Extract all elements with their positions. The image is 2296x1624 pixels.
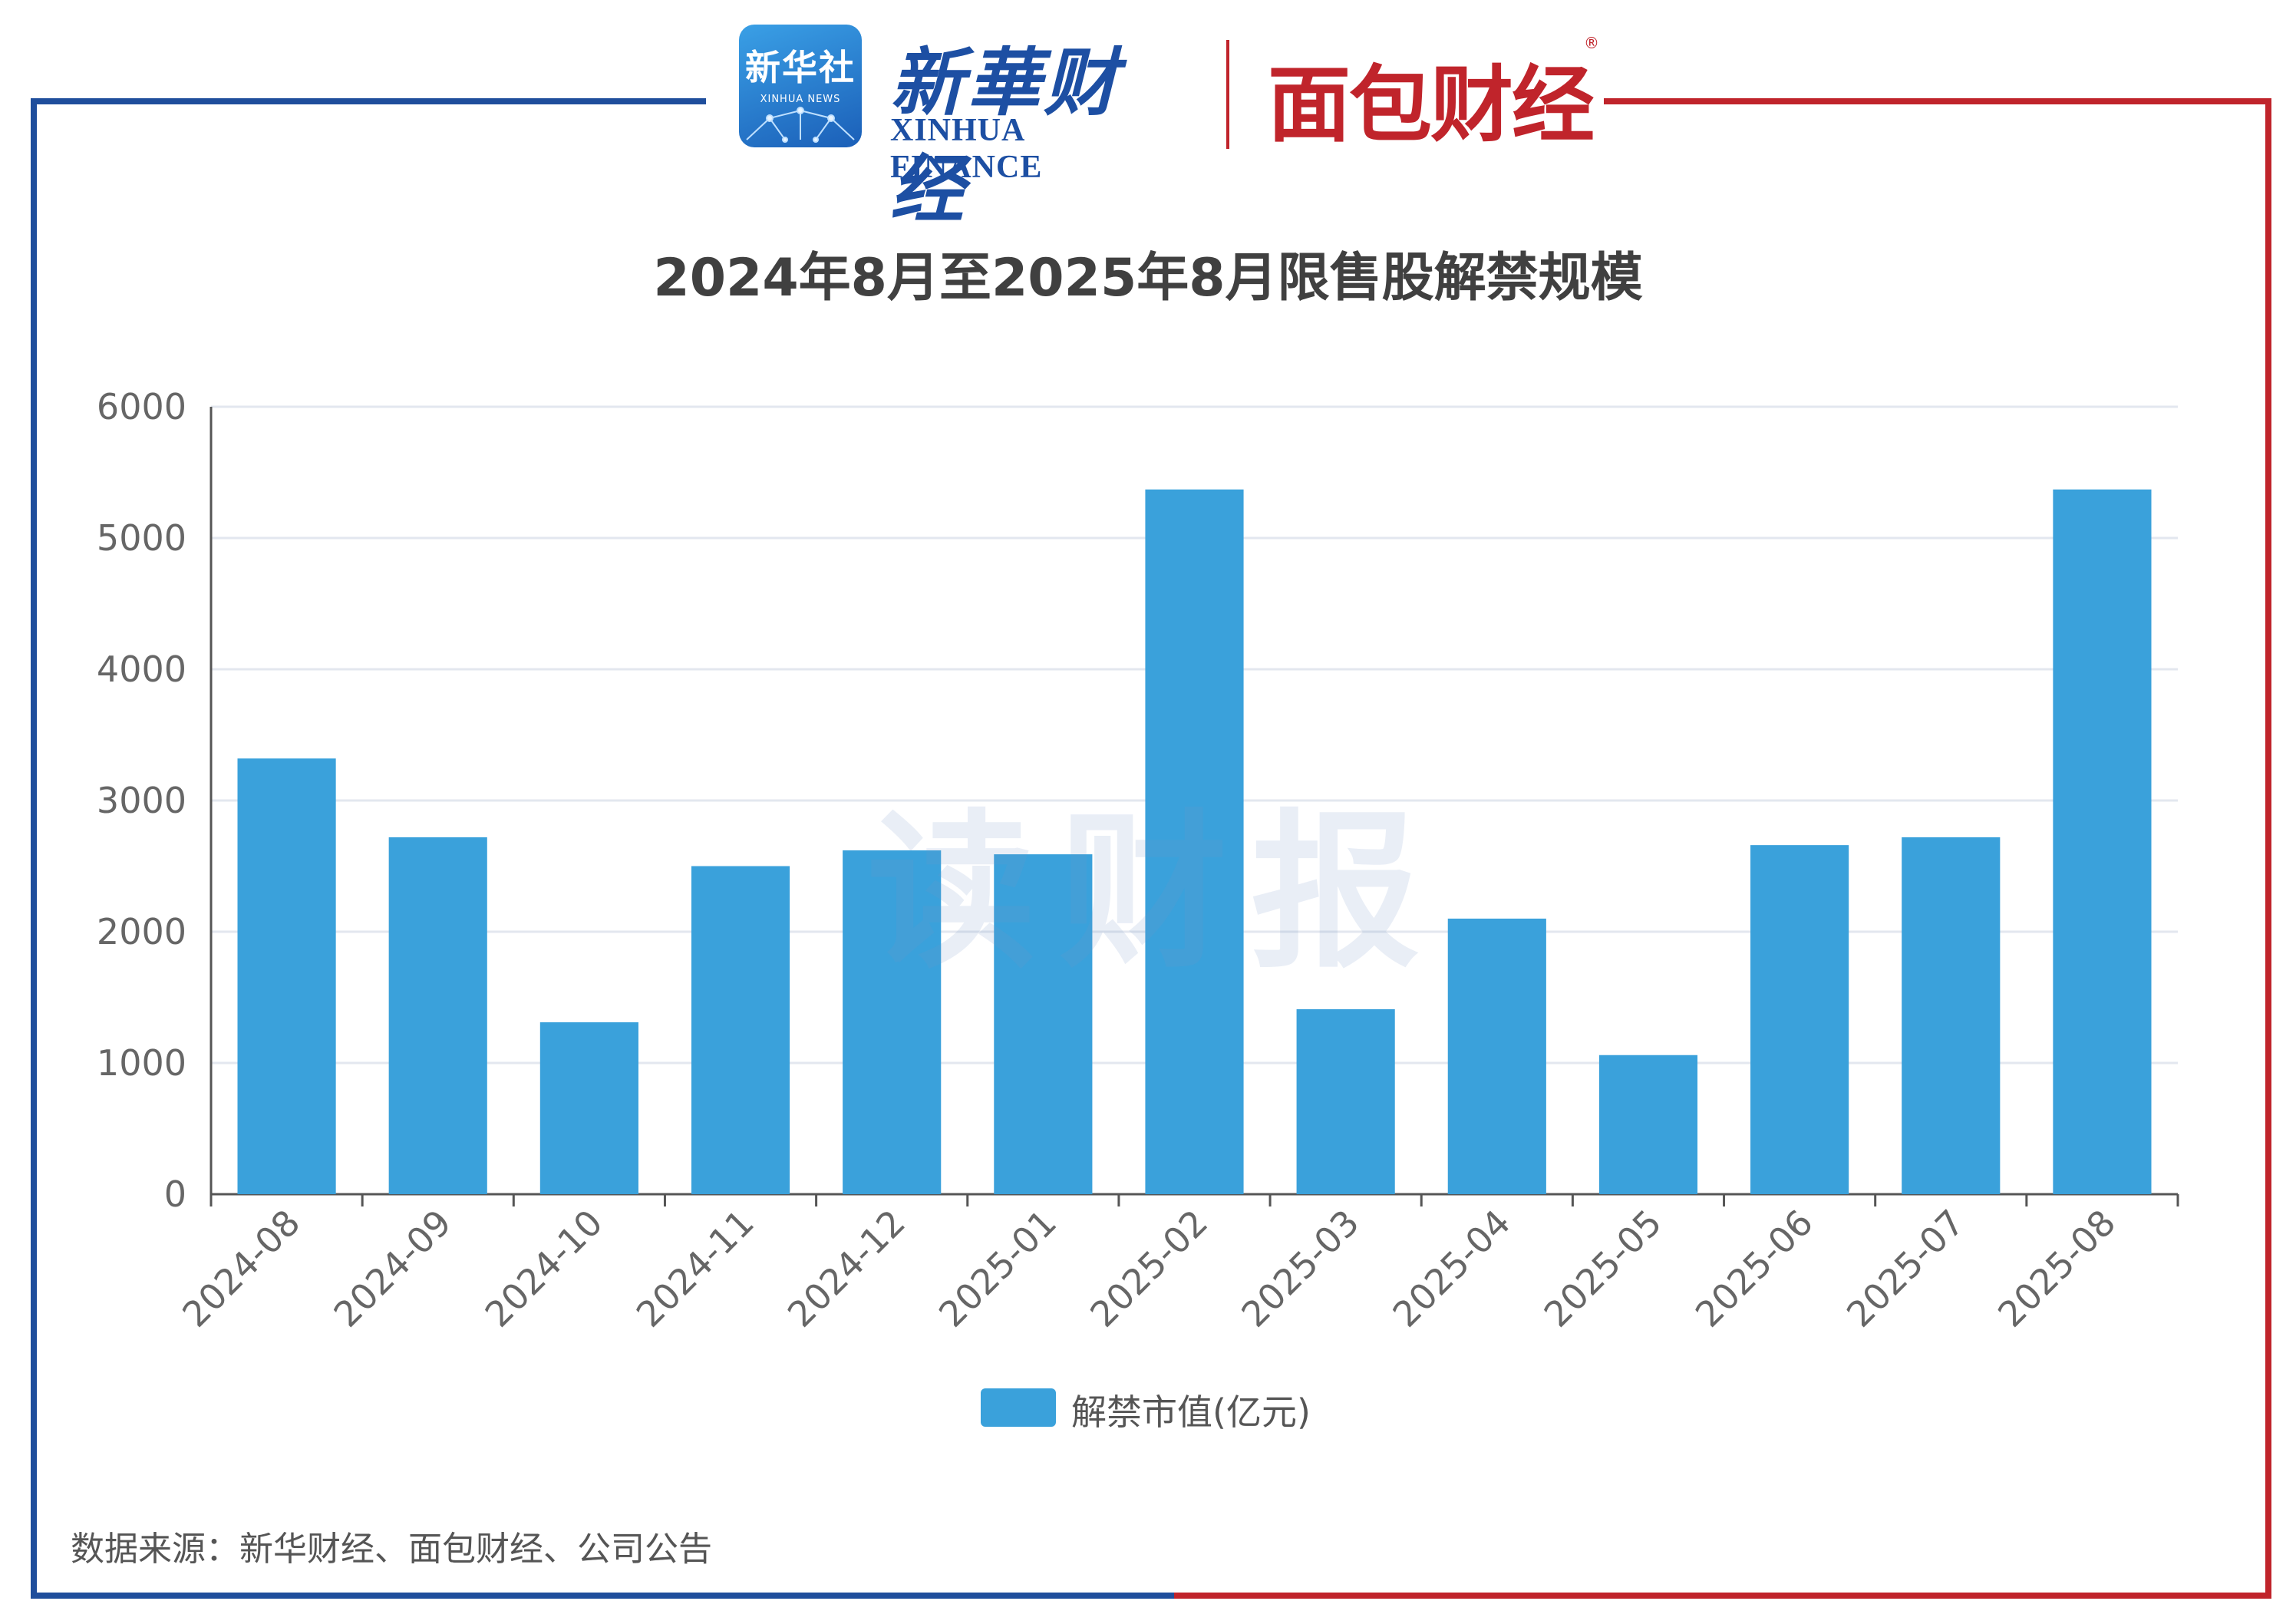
bar: [843, 850, 942, 1194]
y-tick-label: 1000: [97, 1042, 186, 1084]
bar: [2053, 489, 2152, 1194]
bar: [994, 854, 1093, 1194]
x-tick-label: 2025-03: [1233, 1202, 1367, 1335]
bar: [539, 1022, 638, 1194]
x-tick-label: 2024-08: [174, 1202, 308, 1335]
xinhua-finance-logo: 新華财经 XINHUA FINANCE: [890, 23, 1182, 233]
frame-top-left: [31, 98, 706, 104]
bar: [691, 866, 790, 1194]
bar: [1296, 1008, 1395, 1194]
bar: [1902, 837, 2001, 1194]
bar: [388, 837, 487, 1194]
x-tick-label: 2025-08: [1990, 1202, 2123, 1335]
mianbao-finance-logo: 面包财经 ®: [1268, 34, 1599, 158]
watermark: 读财报: [867, 794, 1443, 991]
legend-swatch: [981, 1388, 1056, 1427]
bar: [237, 758, 336, 1194]
bar: [1750, 845, 1849, 1194]
frame-right: [2265, 98, 2271, 1599]
x-tick-label: 2025-06: [1687, 1202, 1821, 1335]
x-tick-label: 2025-07: [1839, 1202, 1972, 1335]
bar: [1145, 489, 1244, 1194]
xinhua-logo-text: 新华社: [745, 47, 856, 88]
xinhua-logo-subtext: XINHUA NEWS: [760, 94, 841, 105]
xinhua-finance-logo-cn: 新華财经: [890, 39, 1120, 233]
legend-label: 解禁市值(亿元): [1071, 1391, 1311, 1433]
xinhua-finance-logo-en: XINHUA FINANCE: [890, 113, 1043, 185]
y-tick-label: 6000: [97, 386, 186, 427]
chart-title: 2024年8月至2025年8月限售股解禁规模: [653, 248, 1643, 309]
x-tick-label: 2024-11: [628, 1202, 762, 1335]
y-tick-label: 4000: [97, 649, 186, 690]
bar: [1447, 918, 1546, 1194]
frame-top-right: [1604, 98, 2271, 104]
y-tick-label: 2000: [97, 911, 186, 952]
x-tick-label: 2025-04: [1384, 1202, 1518, 1335]
registered-mark: ®: [1584, 34, 1599, 52]
y-tick-label: 3000: [97, 780, 186, 821]
network-icon: [746, 107, 855, 143]
y-tick-label: 0: [164, 1173, 186, 1215]
x-tick-label: 2025-05: [1536, 1202, 1670, 1335]
logo-divider: [1226, 40, 1229, 149]
x-tick-label: 2025-01: [931, 1202, 1064, 1335]
mianbao-logo-text: 面包财经: [1268, 58, 1595, 153]
frame-bottom-left: [31, 1593, 1174, 1599]
frame-left: [31, 98, 37, 1599]
bar: [1598, 1055, 1698, 1194]
x-tick-label: 2024-10: [477, 1202, 611, 1335]
x-tick-label: 2024-12: [780, 1202, 913, 1335]
source-note: 数据来源：新华财经、面包财经、公司公告: [71, 1530, 712, 1569]
x-tick-label: 2025-02: [1082, 1202, 1216, 1335]
frame-bottom-right: [1174, 1593, 2271, 1599]
y-tick-label: 5000: [97, 517, 186, 559]
xinhua-news-logo: 新华社 XINHUA NEWS: [739, 25, 862, 147]
x-tick-label: 2024-09: [325, 1202, 459, 1335]
